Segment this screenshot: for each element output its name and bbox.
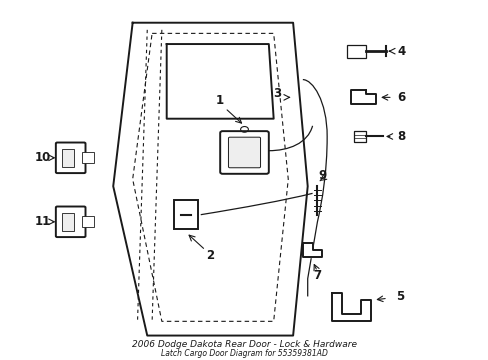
- Text: 8: 8: [397, 130, 405, 143]
- Text: 2: 2: [206, 249, 214, 262]
- Bar: [346, 45, 366, 58]
- Bar: [62, 149, 74, 167]
- Text: 11: 11: [35, 215, 51, 228]
- Text: Latch Cargo Door Diagram for 55359381AD: Latch Cargo Door Diagram for 55359381AD: [161, 349, 327, 358]
- Polygon shape: [302, 243, 322, 257]
- Bar: [174, 201, 198, 229]
- Polygon shape: [351, 90, 375, 104]
- Text: 2006 Dodge Dakota Rear Door - Lock & Hardware: 2006 Dodge Dakota Rear Door - Lock & Har…: [132, 340, 356, 349]
- Text: 10: 10: [35, 151, 51, 164]
- Text: 6: 6: [397, 91, 405, 104]
- Text: 7: 7: [313, 269, 321, 282]
- FancyBboxPatch shape: [220, 131, 268, 174]
- Bar: [353, 131, 366, 142]
- Text: 4: 4: [397, 45, 405, 58]
- FancyBboxPatch shape: [228, 137, 260, 168]
- FancyBboxPatch shape: [56, 143, 85, 173]
- Text: 3: 3: [272, 87, 281, 100]
- Bar: [62, 213, 74, 231]
- FancyBboxPatch shape: [56, 207, 85, 237]
- Text: 9: 9: [318, 169, 326, 182]
- Bar: [81, 216, 94, 227]
- Bar: [81, 153, 94, 163]
- Text: 1: 1: [216, 94, 224, 107]
- Text: 5: 5: [395, 290, 404, 303]
- Polygon shape: [331, 293, 370, 321]
